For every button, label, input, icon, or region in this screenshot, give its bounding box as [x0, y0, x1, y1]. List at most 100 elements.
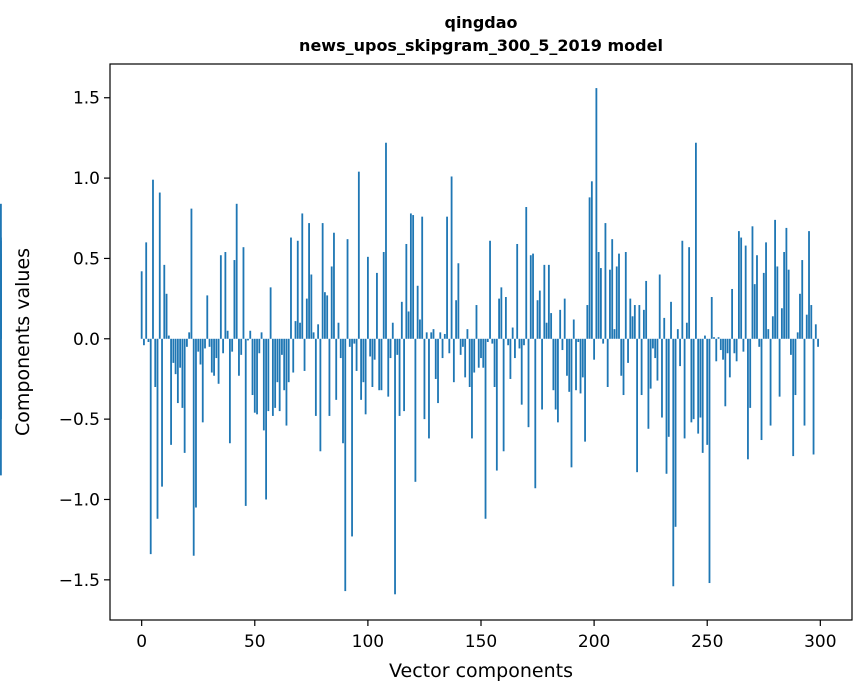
bar-111	[391, 322, 394, 339]
bar-77	[314, 338, 317, 416]
bar-231	[663, 317, 666, 339]
bar-176	[538, 290, 541, 339]
bar-78	[317, 324, 320, 339]
bar-88	[339, 338, 342, 359]
bar-4	[149, 338, 152, 555]
bar-251	[708, 338, 711, 584]
bar-285	[785, 227, 788, 339]
bar-201	[595, 88, 598, 339]
bar-49	[251, 338, 254, 396]
bar-132	[439, 332, 442, 339]
bar-154	[489, 240, 491, 339]
bar-98	[362, 338, 365, 383]
bar-5	[152, 179, 154, 339]
y-axis-label: Components values	[12, 248, 34, 436]
bar-177	[541, 338, 543, 410]
bar-220	[638, 305, 641, 339]
bar-196	[584, 338, 586, 442]
bar-209	[613, 329, 616, 339]
bar-286	[787, 269, 790, 339]
bar-170	[525, 207, 528, 339]
bar-92	[348, 338, 351, 347]
bar-57	[269, 287, 272, 339]
bar-268	[747, 338, 749, 460]
bar-11	[165, 293, 168, 339]
bar-195	[581, 338, 584, 378]
bar-159	[500, 287, 503, 339]
bar-40	[231, 338, 234, 352]
bar-248	[701, 338, 704, 453]
bar-222	[642, 309, 645, 339]
bar-226	[652, 338, 654, 349]
bar-184	[557, 338, 559, 423]
y-tick-label: 0.5	[73, 249, 100, 269]
bar-23	[192, 338, 195, 556]
bar-117	[405, 243, 408, 339]
bar-166	[516, 243, 519, 339]
bar-60	[276, 338, 279, 383]
bar-83	[328, 338, 331, 416]
bar-271	[753, 284, 756, 339]
bar-108	[385, 142, 387, 339]
bar-254	[715, 338, 718, 362]
y-axis-ticks: −1.5 −1.0 −0.5 0.0 0.5 1.0 1.5	[59, 89, 110, 591]
bar-297	[812, 338, 815, 455]
bar-71	[301, 213, 304, 339]
bar-144	[466, 329, 469, 339]
bar-61	[278, 338, 281, 412]
bar-137	[450, 176, 453, 339]
bar-0	[140, 271, 143, 339]
bar-109	[387, 338, 390, 397]
bar-202	[597, 252, 600, 339]
bar-168	[520, 338, 523, 405]
bar-123	[419, 319, 421, 339]
bar-282	[778, 338, 781, 397]
bar-155	[491, 338, 494, 344]
bar-115	[400, 301, 403, 339]
bar-29	[206, 295, 209, 339]
bar-221	[640, 338, 643, 396]
bar-51	[256, 338, 258, 415]
bar-74	[308, 223, 310, 339]
bar-180	[547, 264, 550, 339]
x-axis-ticks: 0 50 100 150 200 250 300	[136, 620, 837, 652]
bar-243	[690, 338, 693, 423]
bar-185	[559, 309, 562, 339]
bar-283	[780, 308, 783, 339]
bar-183	[554, 338, 557, 410]
bar-120	[412, 215, 415, 339]
bar-140	[457, 263, 460, 339]
bar-179	[545, 322, 548, 339]
bar-56	[267, 338, 270, 412]
bar-112	[394, 338, 396, 595]
bar-26	[199, 338, 202, 365]
bar-210	[615, 266, 618, 339]
bar-129	[432, 329, 435, 339]
bar-24	[195, 338, 197, 508]
bar-95	[355, 338, 358, 371]
bar-145	[468, 338, 471, 387]
bar-182	[552, 338, 555, 391]
bar-198	[588, 197, 591, 339]
bar-3	[147, 338, 150, 342]
bar-32	[213, 338, 215, 376]
bar-249	[704, 335, 706, 339]
bar-58	[271, 338, 274, 416]
bar-21	[188, 332, 191, 339]
y-tick-label: −1.5	[59, 571, 100, 591]
bar-157	[495, 338, 498, 471]
bar-240	[683, 338, 686, 439]
bar-47	[247, 338, 249, 341]
bar-156	[493, 338, 496, 387]
bar-79	[319, 338, 322, 452]
x-tick-label: 300	[804, 632, 836, 652]
bar-48	[249, 330, 252, 339]
bar-undefined	[0, 338, 2, 476]
bar-133	[441, 338, 444, 359]
bar-38	[226, 330, 229, 339]
bar-55	[265, 338, 267, 500]
x-tick-label: 250	[691, 632, 723, 652]
bar-63	[283, 338, 286, 391]
x-axis-label: Vector components	[389, 660, 573, 682]
bar-245	[695, 142, 697, 339]
